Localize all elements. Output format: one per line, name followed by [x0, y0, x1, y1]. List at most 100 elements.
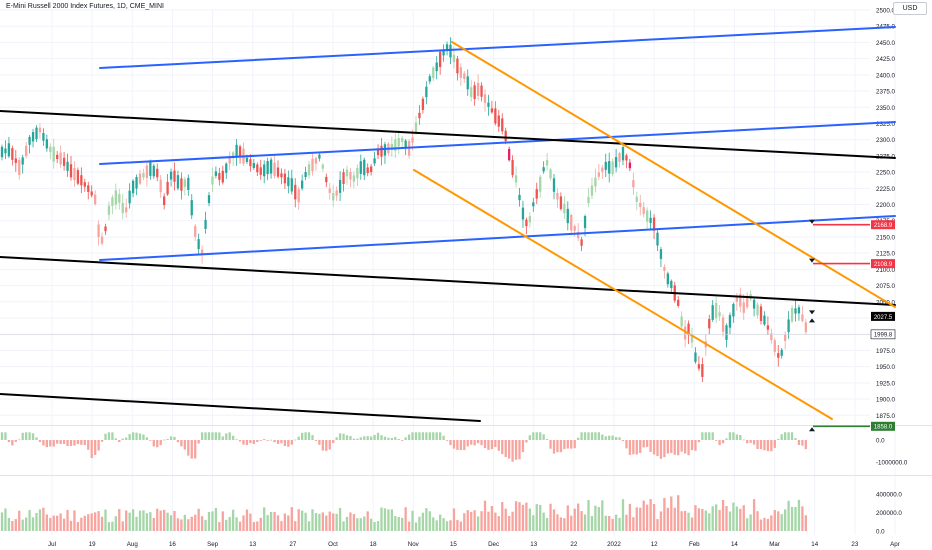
volume-bar — [407, 521, 411, 531]
volume-bar — [90, 513, 93, 531]
osc-bar — [380, 435, 383, 440]
osc-bar — [621, 440, 625, 442]
candle-body — [104, 226, 107, 232]
time-tick-label: 16 — [169, 541, 176, 548]
candle-body — [521, 207, 525, 220]
arrow-down-icon — [809, 310, 815, 315]
candle — [501, 113, 504, 135]
volume-bar — [349, 512, 352, 531]
time-tick-label: Aug — [127, 541, 139, 548]
candle-body — [597, 172, 600, 177]
candle — [207, 191, 211, 207]
osc-bar — [111, 432, 114, 440]
volume-bar — [166, 512, 169, 531]
osc-bar — [752, 440, 756, 445]
candle-body — [138, 173, 142, 184]
candle — [421, 96, 425, 114]
candle-body — [483, 94, 487, 103]
volume-bar — [421, 512, 425, 531]
candle — [435, 56, 438, 80]
volume-bar — [62, 518, 66, 531]
candle — [532, 197, 535, 212]
osc-bar — [394, 437, 397, 440]
price-tick-label: 1975.0 — [876, 348, 895, 355]
osc-bar — [711, 432, 714, 440]
volume-bar — [521, 504, 525, 531]
candle-body — [304, 172, 307, 177]
volume-bar — [739, 508, 742, 531]
price-labels: 2168.9 2108.9 2027.5 1999.8 1858.0 — [870, 220, 896, 431]
volume-bar — [94, 512, 97, 531]
osc-bar — [128, 434, 131, 440]
candle-body — [621, 147, 625, 161]
volume-bar — [573, 508, 576, 531]
osc-bar — [114, 438, 117, 440]
osc-bar — [45, 440, 48, 448]
volume-bar — [618, 517, 621, 531]
volume-bar — [590, 516, 594, 531]
candle-body — [414, 122, 418, 133]
volume-bar — [577, 503, 580, 531]
osc-bar — [363, 436, 366, 440]
candle — [338, 171, 342, 202]
volume-bar — [604, 515, 607, 531]
candle — [62, 151, 66, 171]
drawings — [0, 26, 896, 422]
volume-bar — [742, 505, 745, 531]
candle-body — [790, 308, 794, 322]
volume-bar — [190, 516, 193, 531]
volume-bar — [732, 502, 735, 531]
time-tick-label: Feb — [689, 541, 700, 548]
osc-bar — [349, 435, 352, 440]
volume-bar — [325, 515, 328, 531]
osc-bar — [173, 436, 176, 440]
candle — [18, 157, 21, 180]
candle-body — [269, 159, 273, 174]
candle — [618, 151, 621, 168]
candle-body — [394, 139, 397, 151]
volume-bar — [680, 511, 683, 531]
currency-badge[interactable]: USD — [893, 2, 927, 15]
osc-bar — [473, 440, 476, 446]
candle-body — [739, 293, 742, 307]
osc-bar — [487, 440, 490, 450]
candle — [35, 125, 38, 143]
vol-tick-label: 200000.0 — [876, 510, 902, 517]
volume-bar — [504, 508, 507, 531]
candle-body — [204, 219, 207, 229]
candle — [766, 316, 770, 335]
osc-bar — [156, 440, 159, 448]
volume-bar — [621, 499, 625, 531]
candle — [504, 127, 507, 145]
osc-bar — [708, 432, 711, 440]
candle-body — [666, 273, 669, 285]
osc-bar — [528, 435, 531, 440]
volume-bar — [556, 514, 559, 531]
candle-body — [466, 76, 469, 90]
candle — [114, 183, 117, 210]
osc-bar — [228, 432, 231, 440]
osc-bar — [211, 432, 214, 440]
candle-body — [421, 98, 425, 110]
osc-bar — [145, 437, 149, 440]
orange-channel-lower — [413, 169, 833, 420]
osc-bar — [269, 439, 273, 441]
candle — [73, 161, 76, 187]
volume-bar — [149, 512, 152, 531]
volume-bar — [221, 511, 224, 531]
candle-body — [376, 150, 380, 156]
candle — [307, 160, 311, 179]
candle-body — [311, 158, 314, 172]
volume-bar — [28, 510, 31, 531]
volume-bar — [328, 511, 331, 531]
candle — [763, 311, 766, 326]
volume-bar — [194, 514, 197, 531]
osc-bar — [649, 440, 652, 452]
candle-body — [49, 146, 52, 153]
candle — [345, 165, 349, 185]
osc-bar — [100, 440, 104, 442]
candle-body — [470, 87, 473, 98]
osc-bar — [770, 440, 773, 452]
candle — [790, 305, 794, 324]
